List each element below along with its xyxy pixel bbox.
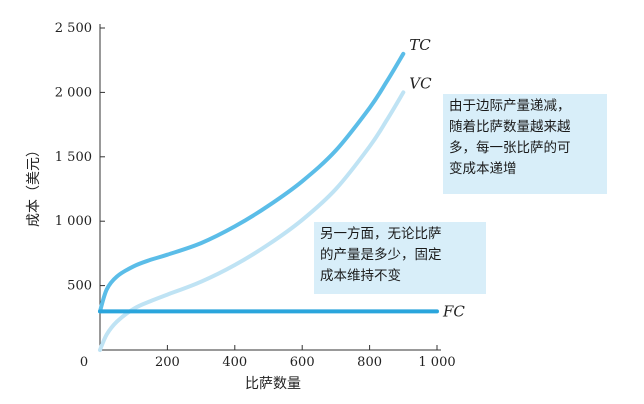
x-tick-label: 400 (222, 355, 247, 370)
fc-annotation-line: 的产量是多少，固定 (320, 247, 442, 263)
y-axis-label: 成本（美元） (26, 143, 42, 227)
vc-annotation-line: 变成本递增 (449, 161, 517, 177)
series-label-vc: VC (409, 74, 432, 92)
x-tick-label: 200 (155, 355, 180, 370)
fc-annotation: 另一方面，无论比萨 的产量是多少，固定 成本维持不变 (314, 222, 486, 294)
vc-annotation-line: 由于边际产量递减， (449, 98, 571, 114)
y-tick-label: 1 000 (55, 214, 92, 229)
y-tick-label: 500 (67, 279, 92, 294)
series-line-tc (98, 51, 406, 314)
vc-annotation: 由于边际产量递减， 随着比萨数量越来越 多，每一张比萨的可 变成本递增 (443, 94, 607, 194)
series-group (98, 51, 439, 352)
x-axis-label: 比萨数量 (245, 376, 301, 392)
axes (99, 24, 441, 351)
fc-annotation-line: 另一方面，无论比萨 (320, 226, 442, 242)
y-tick-label: 1 500 (55, 150, 92, 165)
origin-label: 0 (80, 355, 88, 370)
y-tick-label: 2 000 (55, 85, 92, 100)
vc-annotation-line: 多，每一张比萨的可 (449, 140, 571, 156)
y-tick-label: 2 500 (55, 21, 92, 36)
series-label-tc: TC (409, 36, 431, 54)
fc-annotation-line: 成本维持不变 (320, 268, 401, 284)
x-tick-label: 1 000 (418, 355, 455, 370)
series-labels: VC TC FC (409, 36, 465, 321)
series-label-fc: FC (442, 302, 465, 320)
x-tick-label: 800 (357, 355, 382, 370)
series-line-vc (98, 90, 406, 352)
vc-annotation-line: 随着比萨数量越来越 (449, 119, 571, 135)
x-tick-label: 600 (290, 355, 315, 370)
ticks: 200 400 600 800 1 000 500 1 000 1 500 2 000 2 500 (55, 21, 456, 370)
